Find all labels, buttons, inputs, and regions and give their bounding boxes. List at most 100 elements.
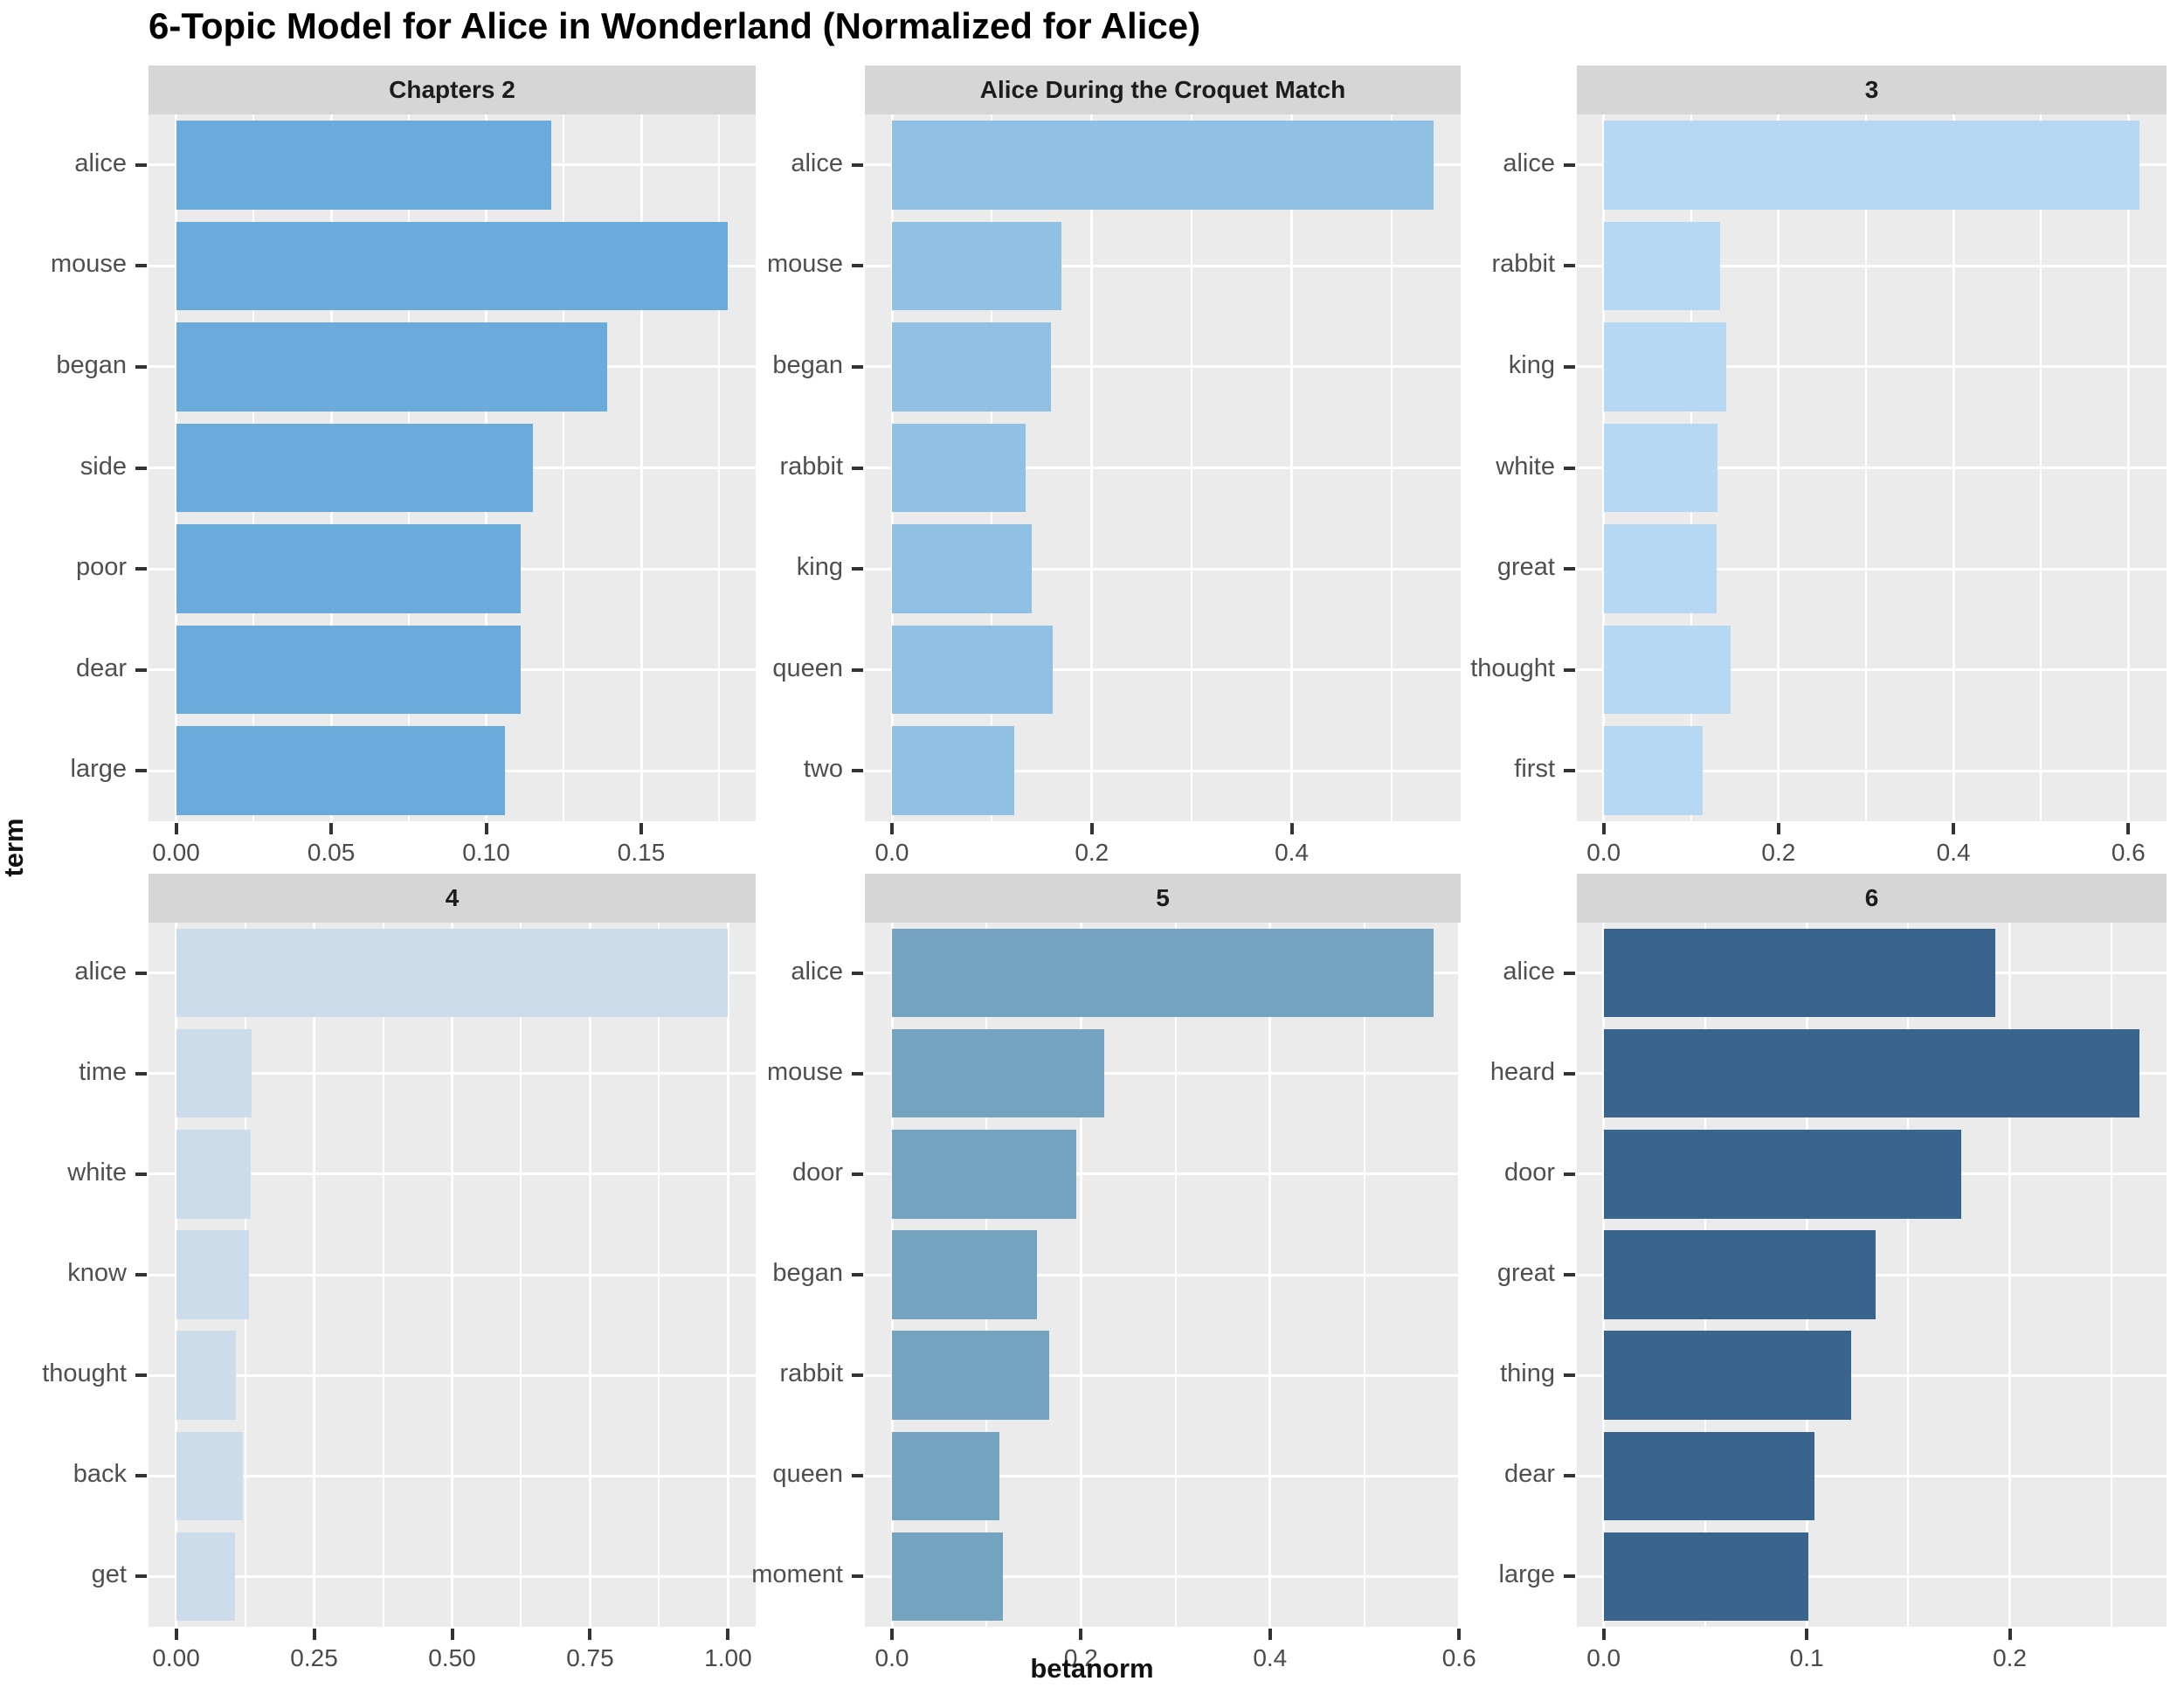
term-label: large bbox=[70, 755, 128, 784]
category-gridline bbox=[1577, 365, 2167, 369]
y-tick-mark bbox=[852, 1071, 863, 1076]
category-gridline bbox=[1577, 668, 2167, 672]
facet-panel bbox=[149, 114, 756, 821]
y-tick-mark bbox=[135, 769, 147, 773]
category-gridline bbox=[1577, 1574, 2167, 1578]
x-tick-mark bbox=[1776, 823, 1780, 834]
x-tick-mark bbox=[1289, 823, 1294, 834]
x-tick-label: 0.50 bbox=[428, 1644, 476, 1671]
category-gridline bbox=[865, 769, 1461, 772]
y-tick-mark bbox=[1564, 264, 1575, 268]
bar-get bbox=[176, 1532, 235, 1622]
bar-alice bbox=[176, 928, 729, 1018]
y-tick-mark bbox=[852, 668, 863, 672]
bar-alice bbox=[176, 120, 552, 210]
category-gridline bbox=[865, 1574, 1461, 1578]
y-tick-mark bbox=[135, 466, 147, 470]
bar-began bbox=[892, 1230, 1037, 1319]
term-label: began bbox=[772, 1259, 843, 1287]
term-label: know bbox=[67, 1259, 127, 1287]
x-tick-label: 0.2 bbox=[1993, 1644, 2028, 1671]
y-tick-mark bbox=[135, 971, 147, 975]
y-tick-mark bbox=[1564, 1071, 1575, 1076]
bar-dear bbox=[1603, 1431, 1815, 1520]
facet-strip-label: 5 bbox=[1156, 884, 1170, 911]
x-tick-mark bbox=[450, 1629, 454, 1640]
y-tick-mark bbox=[135, 567, 147, 571]
x-tick-label: 0.1 bbox=[1789, 1644, 1824, 1671]
category-gridline bbox=[1577, 567, 2167, 571]
bar-heard bbox=[1603, 1029, 2140, 1118]
x-tick-label: 0.0 bbox=[874, 839, 909, 866]
term-label: back bbox=[73, 1460, 127, 1489]
term-label: heard bbox=[1489, 1057, 1555, 1086]
facet-strip: 4 bbox=[149, 874, 756, 923]
x-tick-mark bbox=[1268, 1629, 1272, 1640]
term-label: queen bbox=[772, 654, 843, 682]
x-tick-label: 0.4 bbox=[1275, 839, 1310, 866]
y-tick-mark bbox=[1564, 1373, 1575, 1378]
y-tick-mark bbox=[1564, 1172, 1575, 1176]
y-tick-mark bbox=[852, 466, 863, 470]
y-tick-mark bbox=[1564, 668, 1575, 672]
facet-strip-label: Chapters 2 bbox=[389, 76, 515, 103]
term-label: alice bbox=[74, 957, 127, 986]
category-gridline bbox=[865, 1474, 1461, 1477]
x-tick-label: 0.0 bbox=[874, 1644, 909, 1671]
bar-alice bbox=[1603, 120, 2140, 210]
x-tick-label: 0.0 bbox=[1586, 839, 1621, 866]
x-tick-label: 0.4 bbox=[1936, 839, 1971, 866]
facet-strip-label: 6 bbox=[1864, 884, 1879, 911]
bar-alice bbox=[1603, 928, 1996, 1018]
category-gridline bbox=[149, 1373, 756, 1377]
term-label: mouse bbox=[766, 250, 843, 279]
y-tick-mark bbox=[852, 1273, 863, 1276]
bar-thing bbox=[1603, 1331, 1852, 1420]
term-label: rabbit bbox=[779, 1359, 843, 1388]
x-tick-mark bbox=[329, 823, 334, 834]
y-tick-mark bbox=[852, 971, 863, 975]
x-tick-label: 0.4 bbox=[1253, 1644, 1288, 1671]
y-tick-mark bbox=[852, 769, 863, 773]
term-label: white bbox=[67, 1158, 127, 1186]
term-label: king bbox=[1508, 350, 1555, 379]
x-tick-mark bbox=[1805, 1629, 1809, 1640]
y-tick-mark bbox=[135, 1071, 147, 1076]
term-label: door bbox=[791, 1158, 843, 1186]
y-tick-mark bbox=[852, 1373, 863, 1378]
term-label: alice bbox=[791, 149, 843, 177]
bar-mouse bbox=[892, 221, 1062, 311]
y-tick-mark bbox=[852, 264, 863, 268]
term-label: great bbox=[1496, 1259, 1555, 1287]
x-tick-label: 0.75 bbox=[566, 1644, 614, 1671]
y-tick-mark bbox=[1564, 769, 1575, 773]
term-label: alice bbox=[1503, 957, 1555, 986]
facet-panel bbox=[865, 114, 1461, 821]
term-label: thought bbox=[42, 1359, 127, 1388]
category-gridline bbox=[1577, 1373, 2167, 1377]
x-tick-mark bbox=[1079, 1629, 1083, 1640]
term-label: rabbit bbox=[779, 452, 843, 481]
facet-strip-label: 4 bbox=[445, 884, 460, 911]
facet-strip: Chapters 2 bbox=[149, 66, 756, 114]
facet-strip: 5 bbox=[865, 874, 1461, 923]
y-axis-title: term bbox=[0, 818, 29, 877]
x-tick-mark bbox=[588, 1629, 592, 1640]
x-tick-label: 0.6 bbox=[2111, 839, 2146, 866]
term-label: dear bbox=[75, 654, 127, 682]
bar-white bbox=[176, 1130, 251, 1219]
y-tick-mark bbox=[135, 1373, 147, 1378]
facet-strip-label: 3 bbox=[1864, 76, 1879, 103]
x-tick-label: 0.10 bbox=[462, 839, 510, 866]
y-tick-mark bbox=[852, 567, 863, 571]
bar-king bbox=[1603, 322, 1726, 412]
x-tick-mark bbox=[639, 823, 644, 834]
facet-strip: 3 bbox=[1577, 66, 2167, 114]
y-tick-mark bbox=[1564, 1574, 1575, 1579]
category-gridline bbox=[1577, 264, 2167, 267]
bar-alice bbox=[892, 928, 1434, 1018]
y-tick-mark bbox=[1564, 364, 1575, 369]
term-label: alice bbox=[791, 957, 843, 986]
x-tick-mark bbox=[726, 1629, 730, 1640]
y-tick-mark bbox=[852, 1474, 863, 1478]
